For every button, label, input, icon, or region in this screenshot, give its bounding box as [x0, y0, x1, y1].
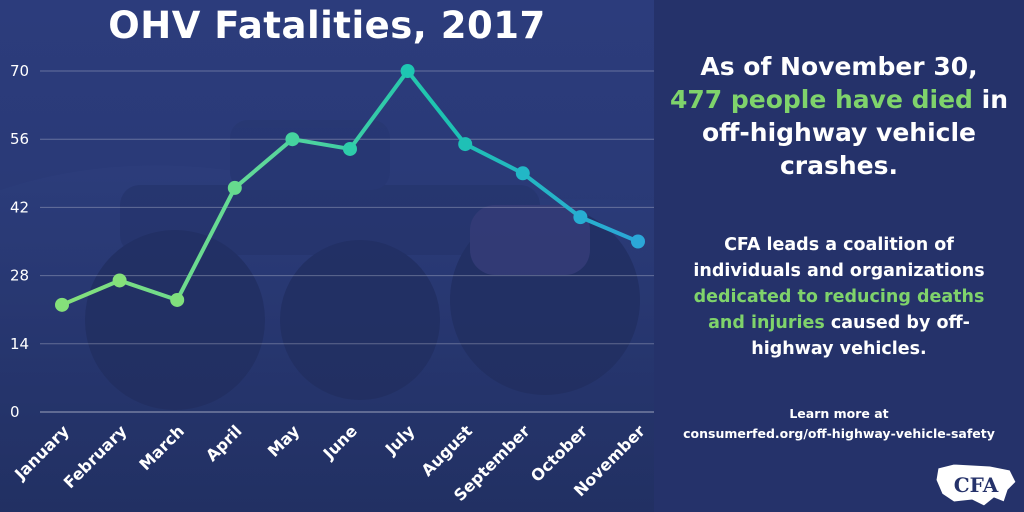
data-point — [285, 132, 300, 147]
data-point — [573, 210, 588, 225]
body-after-highlight: caused by off- — [824, 313, 970, 333]
headline: As of November 30, 477 people have died … — [668, 50, 1010, 182]
headline-line-4: crashes. — [779, 151, 899, 180]
headline-line-3: off-highway vehicle — [701, 118, 977, 147]
y-tick-label: 42 — [10, 198, 29, 216]
body-line-1: CFA leads a coalition of — [724, 235, 954, 255]
y-tick-label: 56 — [10, 130, 29, 148]
data-point — [400, 64, 415, 78]
body-line-4: and injuries caused by off- — [668, 310, 1010, 336]
data-point — [515, 166, 530, 181]
y-tick-label: 28 — [10, 267, 29, 285]
learn-more-label: Learn more at — [789, 406, 889, 421]
mission-text: CFA leads a coalition of individuals and… — [668, 232, 1010, 362]
us-map-icon — [935, 463, 1017, 507]
death-count-highlight: 477 people have died — [669, 85, 973, 114]
chart-panel: 0 14 28 42 56 70 January February March April May… — [0, 0, 654, 512]
data-point — [631, 234, 645, 249]
body-line-5: highway vehicles. — [751, 339, 927, 359]
learn-more-url[interactable]: consumerfed.org/off-highway-vehicle-safe… — [683, 426, 995, 441]
data-points — [55, 64, 645, 312]
logo-text: CFA — [954, 473, 999, 497]
data-point — [227, 180, 242, 195]
data-point — [458, 137, 473, 152]
gridlines — [40, 70, 654, 413]
y-tick-label: 14 — [10, 335, 29, 353]
data-point — [55, 297, 69, 312]
y-axis-ticks: 0 14 28 42 56 70 — [10, 62, 29, 421]
learn-more: Learn more at consumerfed.org/off-highwa… — [654, 404, 1024, 444]
body-line-3: dedicated to reducing deaths — [693, 287, 985, 307]
headline-in: in — [972, 85, 1009, 114]
y-tick-label: 0 — [10, 403, 20, 421]
y-tick-label: 70 — [10, 62, 29, 80]
headline-line-1: As of November 30, — [700, 52, 978, 81]
info-panel: As of November 30, 477 people have died … — [654, 0, 1024, 512]
data-point — [343, 141, 357, 156]
body-highlight-2: and injuries — [708, 313, 825, 333]
cfa-logo: CFA — [935, 463, 1017, 507]
body-line-2: individuals and organizations — [693, 261, 985, 281]
chart-title: OHV Fatalities, 2017 — [108, 4, 546, 47]
background-photo — [0, 120, 654, 512]
data-point — [112, 273, 127, 288]
data-point — [170, 292, 185, 307]
headline-line-2: 477 people have died in — [668, 83, 1010, 116]
